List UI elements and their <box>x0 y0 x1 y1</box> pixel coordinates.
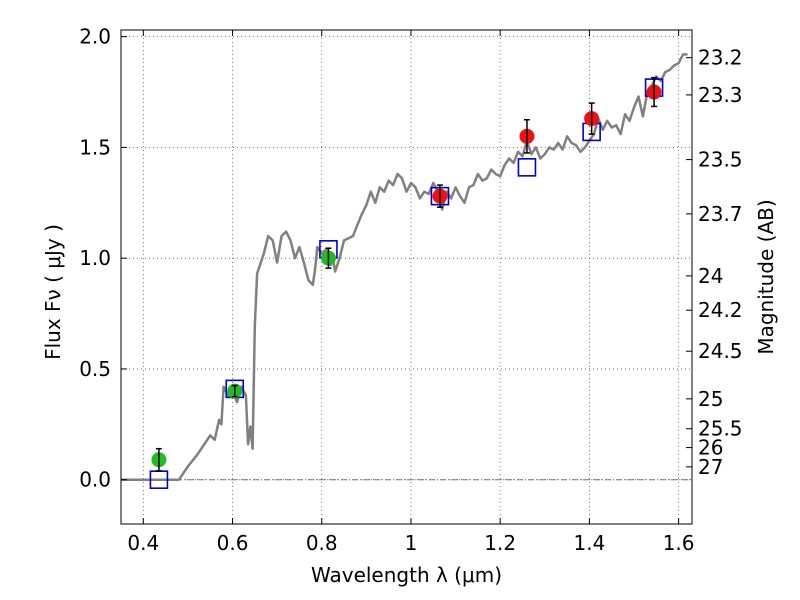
model-photometry <box>149 78 664 489</box>
y2-tick-label: 25 <box>698 387 723 411</box>
plot-frame <box>120 29 693 525</box>
y-tick-label: 2.0 <box>79 25 111 49</box>
x-tick-label: 1.6 <box>663 531 695 555</box>
y2-tick-label: 27 <box>698 455 723 479</box>
y2-tick-label: 23.5 <box>698 148 743 172</box>
y2-tick-label: 24 <box>698 264 723 288</box>
y-tick-label: 1.0 <box>79 246 111 270</box>
y-tick-label: 0.0 <box>79 468 111 492</box>
y2-tick-label: 23.7 <box>698 202 743 226</box>
y2-tick-label: 24.2 <box>698 298 743 322</box>
y2-axis-label: Magnitude (AB) <box>754 199 778 354</box>
x-tick-label: 1.2 <box>484 531 516 555</box>
y2-tick-label: 25.5 <box>698 417 743 441</box>
model-photometry-square <box>517 158 537 177</box>
y-tick-label: 0.5 <box>79 357 111 381</box>
y2-tick-label: 23.3 <box>698 83 743 107</box>
x-tick-label: 0.4 <box>127 531 159 555</box>
x-tick-label: 1 <box>405 531 418 555</box>
axis-ticks: 0.4 0.6 0.8 1 1.2 1.4 1.6 0.0 0.5 1.0 1.5 2.0 23.2 23… <box>79 25 742 555</box>
x-tick-label: 0.8 <box>306 531 338 555</box>
y-tick-label: 1.5 <box>79 135 111 159</box>
x-axis-label: Wavelength λ (μm) <box>311 563 502 587</box>
x-tick-label: 0.6 <box>217 531 249 555</box>
model-spectrum <box>121 53 688 481</box>
y2-tick-label: 26 <box>698 436 723 460</box>
y-axis-label: Flux Fν ( μJy ) <box>41 224 65 360</box>
model-spectrum-line <box>121 53 688 481</box>
y2-tick-label: 24.5 <box>698 339 743 363</box>
y2-tick-label: 23.2 <box>698 46 743 70</box>
x-tick-label: 1.4 <box>573 531 605 555</box>
observed-photometry <box>151 76 662 472</box>
grid <box>121 30 692 524</box>
